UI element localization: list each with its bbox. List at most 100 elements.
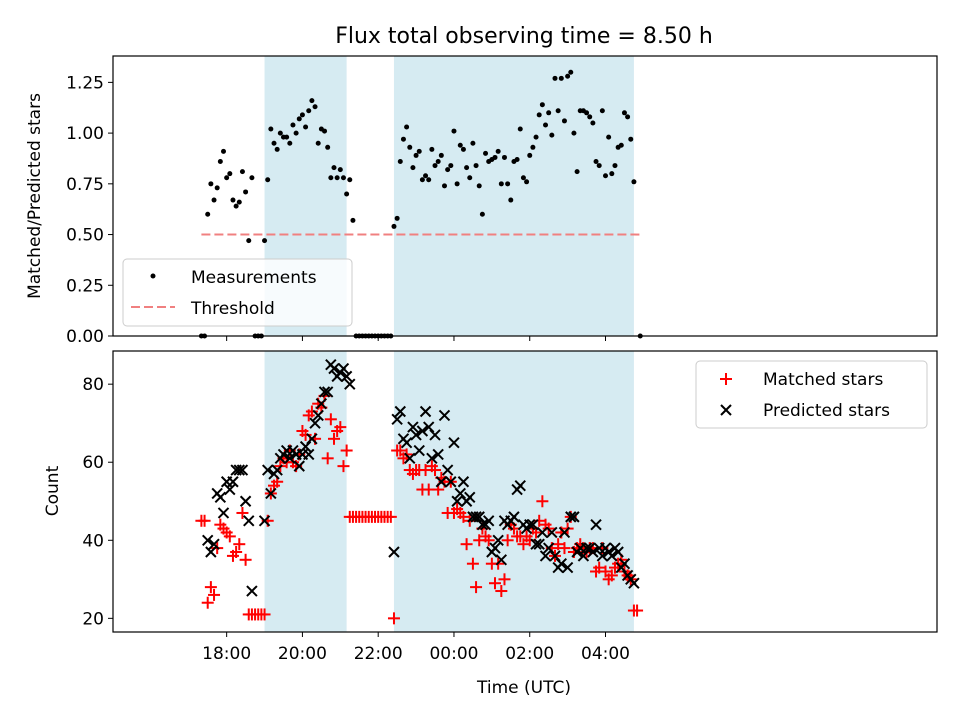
predicted-star-marker: [321, 386, 334, 398]
predicted-star-marker: [217, 507, 230, 519]
measurement-point: [451, 128, 457, 134]
predicted-star-marker: [236, 464, 249, 476]
predicted-star-marker: [426, 452, 438, 465]
predicted-star-marker: [205, 546, 217, 558]
predicted-star-marker: [555, 557, 568, 570]
y-tick-label: 1.00: [66, 124, 104, 144]
predicted-star-marker: [561, 561, 574, 574]
measurement-point: [457, 142, 463, 148]
predicted-star-marker: [590, 518, 602, 531]
y-tick-label: 40: [82, 531, 104, 551]
predicted-star-marker: [429, 429, 441, 441]
measurement-point: [407, 144, 413, 150]
matched-star-marker: [495, 585, 508, 598]
predicted-star-marker: [612, 546, 624, 558]
measurement-point: [303, 124, 309, 130]
matched-star-marker: [334, 421, 347, 434]
measurement-point: [606, 134, 612, 140]
predicted-star-marker: [410, 429, 422, 441]
matched-star-marker: [631, 604, 644, 617]
measurement-point: [246, 238, 252, 244]
matched-star-marker: [533, 514, 546, 527]
measurement-point: [205, 211, 211, 217]
measurement-point: [224, 175, 230, 181]
measurement-point: [555, 108, 561, 114]
measurement-point: [287, 140, 293, 146]
x-tick-label: 04:00: [581, 644, 630, 664]
measurement-point: [628, 136, 634, 142]
measurement-point: [596, 163, 602, 169]
measurement-point: [524, 179, 530, 185]
measurement-point: [236, 199, 242, 205]
measurement-point: [293, 130, 299, 136]
predicted-star-marker: [318, 386, 331, 398]
measurement-point: [299, 112, 305, 118]
predicted-star-marker: [407, 421, 419, 433]
predicted-star-marker: [400, 437, 413, 449]
matched-star-marker: [230, 545, 243, 558]
predicted-star-marker: [258, 515, 271, 527]
measurement-point: [549, 132, 555, 138]
matched-star-marker: [523, 534, 536, 547]
y-tick-label: 0.75: [66, 175, 104, 195]
predicted-star-marker: [568, 511, 580, 523]
predicted-star-marker: [508, 511, 520, 523]
measurement-point: [233, 203, 239, 209]
matched-star-marker: [327, 432, 340, 445]
measurement-point: [306, 108, 312, 114]
measurement-point: [217, 159, 223, 165]
predicted-star-marker: [208, 538, 220, 550]
predicted-star-marker: [337, 362, 350, 375]
measurement-point: [419, 177, 425, 183]
measurement-point: [561, 118, 567, 124]
matched-star-marker: [236, 506, 249, 519]
measurement-point: [454, 181, 460, 187]
predicted-star-marker: [299, 440, 312, 453]
measurement-point: [284, 134, 290, 140]
measurement-point: [464, 165, 470, 171]
measurement-point: [337, 167, 343, 173]
measurement-point: [492, 154, 498, 160]
matched-star-marker: [482, 534, 495, 547]
matched-star-marker: [384, 510, 397, 523]
measurement-point: [539, 102, 545, 108]
matched-star-marker: [233, 538, 246, 551]
measurement-point: [508, 197, 514, 203]
measurement-point: [498, 181, 504, 187]
measurement-point: [533, 134, 539, 140]
measurement-point: [448, 163, 454, 169]
measurement-point: [331, 165, 337, 171]
measurement-point: [574, 169, 580, 175]
predicted-star-marker: [315, 397, 328, 410]
measurement-point: [214, 185, 220, 191]
predicted-star-marker: [527, 518, 539, 531]
measurement-point: [271, 140, 277, 146]
measurement-point: [590, 120, 596, 126]
measurement-point: [432, 163, 438, 169]
matched-star-marker: [198, 514, 211, 527]
legend-predicted-marker: [720, 404, 732, 416]
predicted-star-marker: [404, 452, 416, 465]
measurement-point: [495, 148, 501, 154]
measurement-point: [334, 175, 340, 181]
predicted-star-marker: [246, 585, 258, 597]
matched-star-marker: [204, 581, 217, 594]
measurement-point: [625, 114, 631, 120]
axes-frame: [112, 350, 938, 633]
predicted-star-marker: [492, 534, 504, 546]
y-tick-label: 80: [82, 375, 104, 395]
measurement-point: [530, 144, 536, 150]
top-y-axis-label: Matched/Predicted stars: [25, 93, 45, 299]
predicted-star-marker: [580, 542, 593, 554]
matched-star-marker: [536, 495, 549, 508]
measurement-point: [612, 163, 618, 169]
predicted-star-marker: [239, 495, 252, 507]
matched-star-marker: [208, 588, 221, 601]
measurement-point: [397, 159, 403, 165]
predicted-star-marker: [435, 476, 448, 488]
y-tick-label: 0.25: [66, 276, 104, 296]
measurement-point: [501, 154, 507, 160]
measurement-point: [435, 159, 441, 165]
legend: Matched stars Predicted stars: [695, 360, 928, 429]
